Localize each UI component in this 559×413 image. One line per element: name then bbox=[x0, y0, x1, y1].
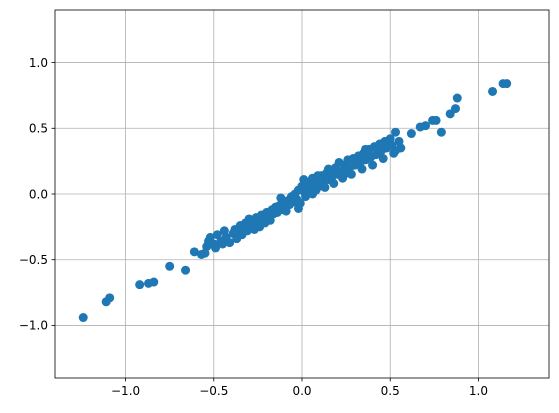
data-point bbox=[391, 127, 401, 137]
data-point bbox=[181, 265, 191, 275]
data-point bbox=[105, 293, 115, 303]
data-point bbox=[244, 214, 254, 224]
data-point bbox=[361, 144, 371, 154]
x-axis-ticks: −1.0 −0.5 0.0 0.5 1.0 bbox=[111, 378, 488, 398]
data-point bbox=[357, 164, 367, 174]
data-point bbox=[431, 115, 441, 125]
data-point bbox=[502, 79, 512, 89]
data-point bbox=[346, 169, 356, 179]
data-point bbox=[189, 247, 199, 257]
data-point bbox=[265, 215, 275, 225]
data-point bbox=[406, 129, 416, 139]
data-point bbox=[211, 243, 221, 253]
data-point bbox=[339, 169, 349, 179]
y-tick-label: 0.0 bbox=[29, 187, 48, 201]
data-point bbox=[281, 206, 291, 216]
y-tick-label: −1.0 bbox=[19, 319, 48, 333]
y-axis-ticks: −1.0 −0.5 0.0 0.5 1.0 bbox=[19, 56, 55, 333]
y-tick-label: 0.5 bbox=[29, 122, 48, 136]
data-point bbox=[149, 277, 159, 287]
data-point bbox=[331, 167, 341, 177]
data-point bbox=[212, 230, 222, 240]
data-point bbox=[436, 127, 446, 137]
data-point bbox=[308, 189, 318, 199]
scatter-points bbox=[78, 79, 512, 323]
grid bbox=[55, 10, 549, 378]
data-point bbox=[295, 198, 305, 208]
data-point bbox=[205, 232, 215, 242]
data-point bbox=[293, 185, 303, 195]
data-point bbox=[421, 121, 430, 131]
data-point bbox=[452, 93, 462, 103]
x-tick-label: −0.5 bbox=[199, 384, 228, 398]
data-point bbox=[378, 140, 388, 150]
x-tick-label: 0.5 bbox=[381, 384, 400, 398]
data-point bbox=[299, 175, 309, 185]
data-point bbox=[313, 171, 323, 181]
data-point bbox=[378, 154, 388, 164]
data-point bbox=[391, 146, 401, 156]
data-point bbox=[276, 193, 286, 203]
y-tick-label: 1.0 bbox=[29, 56, 48, 70]
data-point bbox=[135, 280, 145, 290]
data-point bbox=[320, 182, 330, 192]
data-point bbox=[78, 313, 88, 323]
data-point bbox=[368, 160, 378, 170]
y-tick-label: −0.5 bbox=[19, 253, 48, 267]
data-point bbox=[219, 226, 229, 236]
data-point bbox=[323, 164, 333, 174]
data-point bbox=[450, 104, 460, 114]
data-point bbox=[488, 86, 498, 96]
data-point bbox=[225, 238, 235, 248]
x-tick-label: 0.0 bbox=[292, 384, 311, 398]
x-tick-label: −1.0 bbox=[111, 384, 140, 398]
data-point bbox=[329, 178, 339, 188]
x-tick-label: 1.0 bbox=[469, 384, 488, 398]
data-point bbox=[218, 239, 228, 249]
data-point bbox=[165, 261, 175, 271]
